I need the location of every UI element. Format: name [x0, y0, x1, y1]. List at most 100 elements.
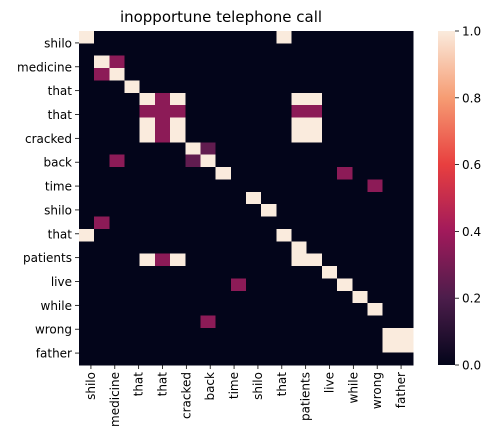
heatmap-cell [154, 167, 171, 180]
heatmap-cell [154, 266, 171, 279]
heatmap-cell [337, 31, 353, 44]
heatmap-cell [352, 303, 368, 316]
heatmap-cell [215, 68, 232, 81]
heatmap-cell [321, 216, 338, 230]
heatmap-cell [291, 179, 308, 193]
heatmap-cell [185, 327, 201, 341]
heatmap-cell [215, 31, 232, 44]
heatmap-cell [291, 154, 308, 168]
heatmap-cell [382, 266, 399, 279]
heatmap-cell [170, 228, 186, 242]
heatmap-cell [230, 68, 247, 81]
heatmap-cell [291, 290, 308, 304]
heatmap-cell [79, 154, 95, 168]
heatmap-cell [352, 216, 368, 230]
heatmap-cell [215, 55, 232, 69]
heatmap-cell [94, 117, 110, 131]
heatmap-cell [306, 241, 323, 254]
heatmap-cell [200, 327, 216, 341]
heatmap-cell [306, 154, 323, 168]
heatmap-cell [79, 228, 95, 242]
heatmap-cell [185, 117, 201, 131]
heatmap-cell [124, 80, 141, 94]
heatmap-cell [291, 266, 308, 279]
heatmap-cell [200, 315, 216, 329]
heatmap-cell [185, 315, 201, 329]
heatmap-cell [367, 80, 383, 94]
heatmap-cell [306, 191, 323, 205]
y-tick-label: that [48, 84, 73, 98]
heatmap-cell [276, 290, 292, 304]
heatmap-cell [139, 154, 156, 168]
heatmap-cell [79, 68, 95, 81]
heatmap-cell [170, 290, 186, 304]
heatmap-cell [109, 154, 125, 168]
heatmap-cell [185, 179, 201, 193]
heatmap-cell [139, 315, 156, 329]
heatmap-cell [230, 241, 247, 254]
heatmap-cell [261, 92, 277, 106]
heatmap-cell [79, 204, 95, 217]
heatmap-cell [154, 92, 171, 106]
heatmap-cell [230, 80, 247, 94]
heatmap-cell [321, 278, 338, 292]
heatmap-cell [337, 290, 353, 304]
heatmap-cell [352, 204, 368, 217]
heatmap-cell [124, 266, 141, 279]
heatmap-cell [230, 191, 247, 205]
heatmap-cell [185, 167, 201, 180]
heatmap-cell [367, 204, 383, 217]
heatmap-cell [170, 129, 186, 143]
heatmap-cell [170, 31, 186, 44]
heatmap-cell [397, 142, 414, 156]
heatmap-cell [291, 228, 308, 242]
heatmap-cell [109, 303, 125, 316]
heatmap-cell [367, 92, 383, 106]
y-tick-labels: shilo medicine that that cracked back time shil… [17, 36, 79, 361]
heatmap-cell [246, 117, 262, 131]
heatmap-cell [291, 55, 308, 69]
heatmap-cell [306, 303, 323, 316]
heatmap-cell [367, 43, 383, 57]
heatmap-cell [321, 129, 338, 143]
heatmap-cell [276, 55, 292, 69]
heatmap-cell [154, 303, 171, 316]
heatmap-cell [352, 142, 368, 156]
heatmap-cell [185, 266, 201, 279]
y-tick-label: cracked [25, 132, 72, 146]
heatmap-cell [124, 228, 141, 242]
heatmap-cell [261, 352, 277, 366]
heatmap-cell [276, 340, 292, 353]
heatmap-cell [109, 80, 125, 94]
heatmap-cell [230, 92, 247, 106]
heatmap-cell [276, 129, 292, 143]
heatmap-cell [367, 303, 383, 316]
heatmap-cell [94, 154, 110, 168]
heatmap-cell [109, 315, 125, 329]
heatmap-cell [382, 290, 399, 304]
heatmap-cell [230, 154, 247, 168]
heatmap-cell [352, 191, 368, 205]
y-tick-label: shilo [44, 36, 72, 50]
heatmap-cell [367, 68, 383, 81]
heatmap-cell [276, 142, 292, 156]
heatmap-cell [246, 142, 262, 156]
heatmap-cell [109, 290, 125, 304]
x-tick-label: live [323, 372, 337, 393]
heatmap-cell [261, 31, 277, 44]
heatmap-cell [306, 315, 323, 329]
heatmap-cell [94, 315, 110, 329]
heatmap-cell [215, 142, 232, 156]
heatmap-cell [337, 167, 353, 180]
heatmap-cell [397, 228, 414, 242]
heatmap-cell [139, 179, 156, 193]
heatmap-cell [200, 80, 216, 94]
heatmap-cell [397, 154, 414, 168]
heatmap-cell [382, 117, 399, 131]
heatmap-cell [291, 92, 308, 106]
heatmap-cell [94, 352, 110, 366]
heatmap-cell [261, 278, 277, 292]
heatmap-cell [139, 278, 156, 292]
heatmap-cell [124, 340, 141, 353]
heatmap-cell [397, 303, 414, 316]
